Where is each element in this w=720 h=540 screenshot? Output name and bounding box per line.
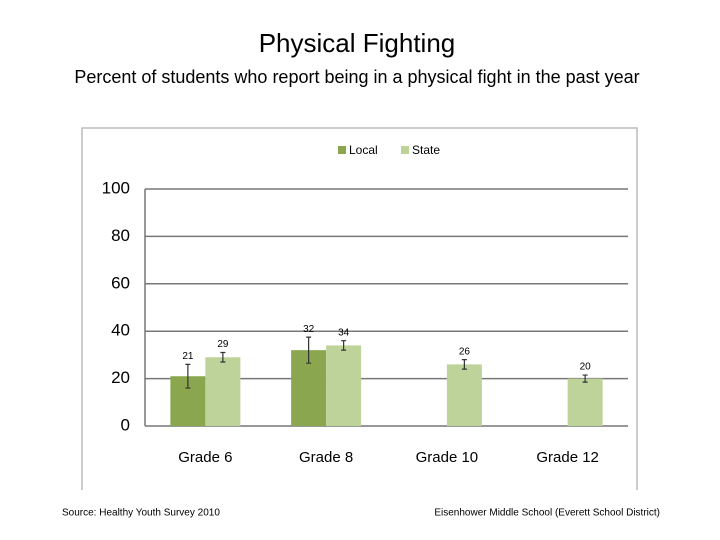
bar	[567, 378, 603, 426]
x-tick-label: Grade 10	[416, 449, 479, 466]
error-bar	[220, 351, 226, 363]
chart-subtitle: Percent of students who report being in …	[74, 67, 639, 87]
x-tick-label: Grade 12	[536, 449, 599, 466]
bar	[205, 357, 241, 426]
y-tick-label: 100	[102, 178, 130, 197]
error-bar	[341, 340, 347, 351]
x-tick-label: Grade 6	[178, 449, 232, 466]
footer-source: Source: Healthy Youth Survey 2010	[62, 508, 220, 519]
legend-label: Local	[349, 143, 378, 157]
bar	[326, 345, 362, 426]
footer-school: Eisenhower Middle School (Everett School…	[434, 508, 660, 519]
data-label: 29	[217, 339, 229, 350]
y-tick-label: 60	[111, 273, 130, 292]
data-label: 32	[303, 324, 315, 335]
legend-label: State	[412, 143, 440, 157]
error-bar	[582, 374, 588, 383]
data-label: 34	[338, 327, 350, 338]
error-bar	[461, 359, 467, 370]
data-label: 26	[459, 346, 471, 357]
bar	[446, 364, 482, 426]
y-tick-label: 80	[111, 226, 130, 245]
x-tick-label: Grade 8	[299, 449, 353, 466]
error-bar	[185, 363, 191, 389]
y-tick-label: 0	[121, 415, 130, 434]
data-label: 20	[580, 362, 592, 373]
error-bar	[306, 336, 312, 364]
data-label: 21	[182, 351, 194, 362]
chart-frame	[81, 127, 638, 490]
legend-swatch	[338, 146, 346, 154]
legend-swatch	[401, 146, 409, 154]
y-tick-label: 40	[111, 321, 130, 340]
chart-title: Physical Fighting	[259, 28, 456, 58]
y-tick-label: 20	[111, 368, 130, 387]
